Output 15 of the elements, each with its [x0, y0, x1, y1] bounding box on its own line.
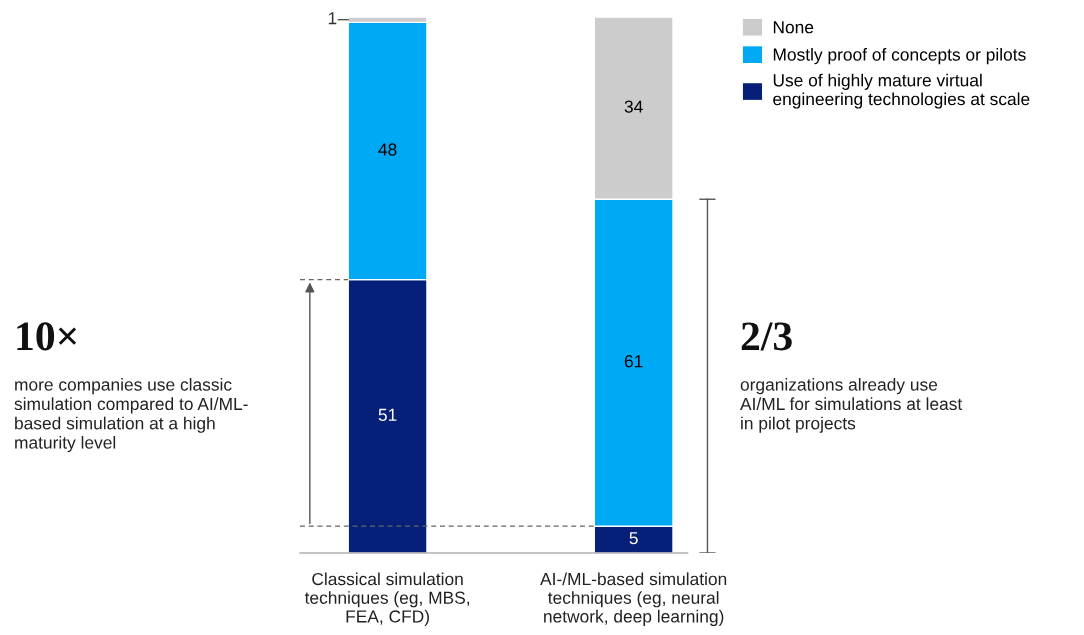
legend-label: Use of highly mature virtual engineering technologies at scale [773, 73, 1030, 109]
text: organizations already use AI/ML for simulations at least in pilot projects [740, 378, 963, 433]
text: more companies use classic simulation compared to AI/ML- based simulation at a high maturity level [14, 378, 248, 453]
data-label: 61 [624, 355, 643, 368]
legend-label: None [773, 21, 814, 34]
legend-label: Mostly proof of concepts or pilots [773, 47, 1026, 65]
data-label: 48 [378, 143, 397, 156]
text: 2/3 [741, 322, 792, 351]
data-label: 1 [328, 12, 337, 25]
data-label: 34 [624, 100, 643, 113]
x-tick-label: Classical simulation techniques (eg, MBS, FEA, CFD) [304, 572, 470, 627]
data-label: 5 [629, 532, 638, 545]
x-tick-label: AI-/ML-based simulation techniques (eg, neural network, deep learning) [540, 572, 727, 627]
text: 10× [17, 322, 77, 351]
data-label: 51 [378, 408, 397, 421]
